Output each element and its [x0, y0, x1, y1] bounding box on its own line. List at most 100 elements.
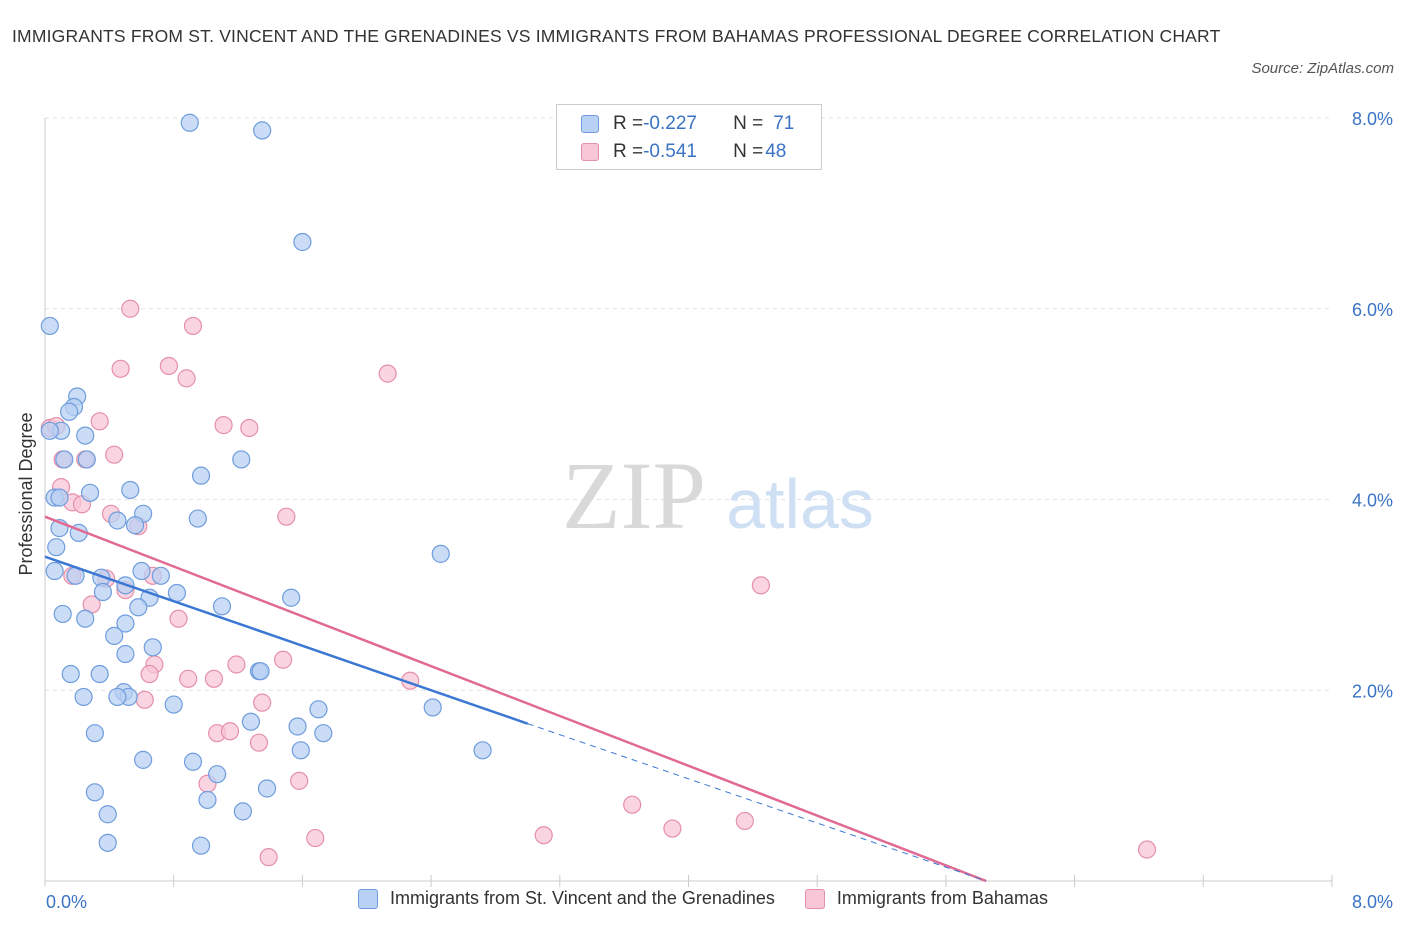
legend-n-label: N = [733, 141, 764, 162]
legend-r-label: R = [613, 141, 644, 162]
y-tick-label: 2.0% [1352, 681, 1393, 701]
st-vincent-point [188, 509, 207, 528]
legend-r-value: -0.227 [643, 113, 697, 134]
bahamas-point [1137, 840, 1157, 859]
watermark-zip: ZIP [562, 442, 706, 549]
st-vincent-point [93, 582, 113, 602]
bahamas-point [214, 416, 233, 435]
bahamas-point [623, 795, 642, 814]
bahamas-point [227, 655, 246, 674]
bahamas-point [663, 819, 682, 838]
st-vincent-point [40, 421, 59, 440]
st-vincent-point [251, 662, 270, 681]
st-vincent-point [60, 402, 79, 421]
st-vincent-point [80, 483, 100, 502]
legend-swatch-bahamas [804, 888, 825, 909]
y-tick-label: 8.0% [1352, 109, 1393, 129]
st-vincent-point [50, 488, 69, 507]
bahamas-point [253, 693, 272, 712]
bahamas-point [159, 356, 178, 376]
st-vincent-point [61, 664, 80, 684]
bahamas-point [277, 507, 296, 526]
st-vincent-point [309, 700, 328, 719]
st-vincent-point [125, 516, 145, 535]
bahamas-point [177, 369, 196, 388]
st-vincent-point [98, 805, 117, 824]
bahamas-point [105, 445, 124, 464]
st-vincent-point [431, 544, 450, 563]
legend-n-value: 48 [765, 141, 787, 162]
st-vincent-point [293, 232, 312, 252]
st-vincent-point [105, 626, 124, 645]
legend-n-label: N = [733, 113, 764, 134]
st-vincent-point [90, 664, 109, 684]
bahamas-trendline [44, 515, 987, 883]
st-vincent-point [77, 450, 96, 469]
series-bahamas-points [40, 299, 1157, 867]
st-vincent-point [108, 687, 127, 707]
bahamas-point [249, 733, 269, 752]
st-vincent-trendline-extension [527, 723, 987, 882]
st-vincent-point [473, 741, 492, 760]
st-vincent-point [143, 638, 162, 657]
y-axis-label: Professional Degree [16, 412, 36, 575]
bahamas-point [204, 669, 224, 688]
gridlines: 2.0% 4.0% 6.0% 8.0% [45, 109, 1393, 701]
st-vincent-point [198, 790, 217, 810]
bahamas-point [135, 690, 154, 709]
legend-swatch-st-vincent [358, 888, 379, 909]
st-vincent-point [74, 687, 93, 707]
bahamas-point [534, 826, 553, 845]
st-vincent-point [134, 750, 153, 769]
st-vincent-point [212, 597, 232, 616]
st-vincent-point [40, 316, 59, 336]
legend-label-bahamas: Immigrants from Bahamas [836, 888, 1048, 908]
st-vincent-point [164, 695, 183, 714]
series-legend: Immigrants from St. Vincent and the Gren… [0, 888, 1406, 909]
bahamas-point [169, 609, 188, 628]
st-vincent-point [129, 598, 148, 617]
st-vincent-point [167, 583, 187, 603]
st-vincent-point [85, 783, 104, 802]
st-vincent-point [241, 712, 261, 731]
x-tick-label: 0.0% [46, 892, 87, 912]
bahamas-point [121, 299, 140, 318]
bahamas-point [179, 669, 198, 688]
bahamas-point [90, 412, 109, 431]
st-vincent-point [108, 511, 127, 530]
bahamas-point [183, 316, 203, 336]
y-tick-label: 6.0% [1352, 300, 1393, 320]
st-vincent-point [180, 113, 199, 132]
st-vincent-point [288, 717, 307, 736]
st-vincent-point [85, 724, 104, 743]
y-tick-label: 4.0% [1352, 491, 1393, 511]
st-vincent-point [253, 121, 272, 140]
bahamas-point [273, 650, 293, 669]
st-vincent-point [53, 604, 72, 624]
stats-legend: R = -0.227 N = 71 R = -0.541 N = 48 [556, 104, 822, 170]
bahamas-point [259, 848, 278, 867]
st-vincent-point [282, 588, 301, 607]
st-vincent-point [76, 426, 95, 445]
st-vincent-trendline [44, 555, 529, 725]
st-vincent-point [208, 765, 227, 784]
bahamas-point [290, 771, 309, 790]
st-vincent-point [132, 561, 151, 581]
st-vincent-point [291, 741, 310, 760]
legend-item-bahamas: Immigrants from Bahamas [804, 888, 1048, 909]
st-vincent-point [232, 450, 251, 469]
bahamas-point [378, 364, 397, 383]
watermark-atlas: atlas [726, 465, 874, 543]
legend-row-st-vincent: R = -0.227 N = 71 [581, 110, 794, 138]
st-vincent-point [55, 450, 74, 469]
legend-item-st-vincent: Immigrants from St. Vincent and the Gren… [358, 888, 775, 909]
st-vincent-point [183, 752, 203, 771]
legend-swatch-bahamas [581, 143, 599, 161]
st-vincent-point [98, 833, 117, 852]
legend-label-st-vincent: Immigrants from St. Vincent and the Gren… [390, 888, 775, 908]
legend-swatch-st-vincent [581, 115, 599, 133]
st-vincent-point [423, 698, 442, 717]
watermark: ZIP atlas [562, 442, 874, 549]
trendlines [44, 515, 987, 883]
st-vincent-point [116, 614, 135, 633]
